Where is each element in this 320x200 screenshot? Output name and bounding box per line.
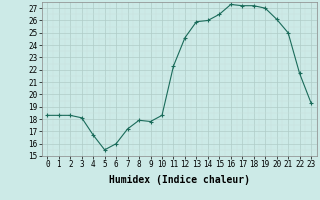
X-axis label: Humidex (Indice chaleur): Humidex (Indice chaleur) [109,175,250,185]
